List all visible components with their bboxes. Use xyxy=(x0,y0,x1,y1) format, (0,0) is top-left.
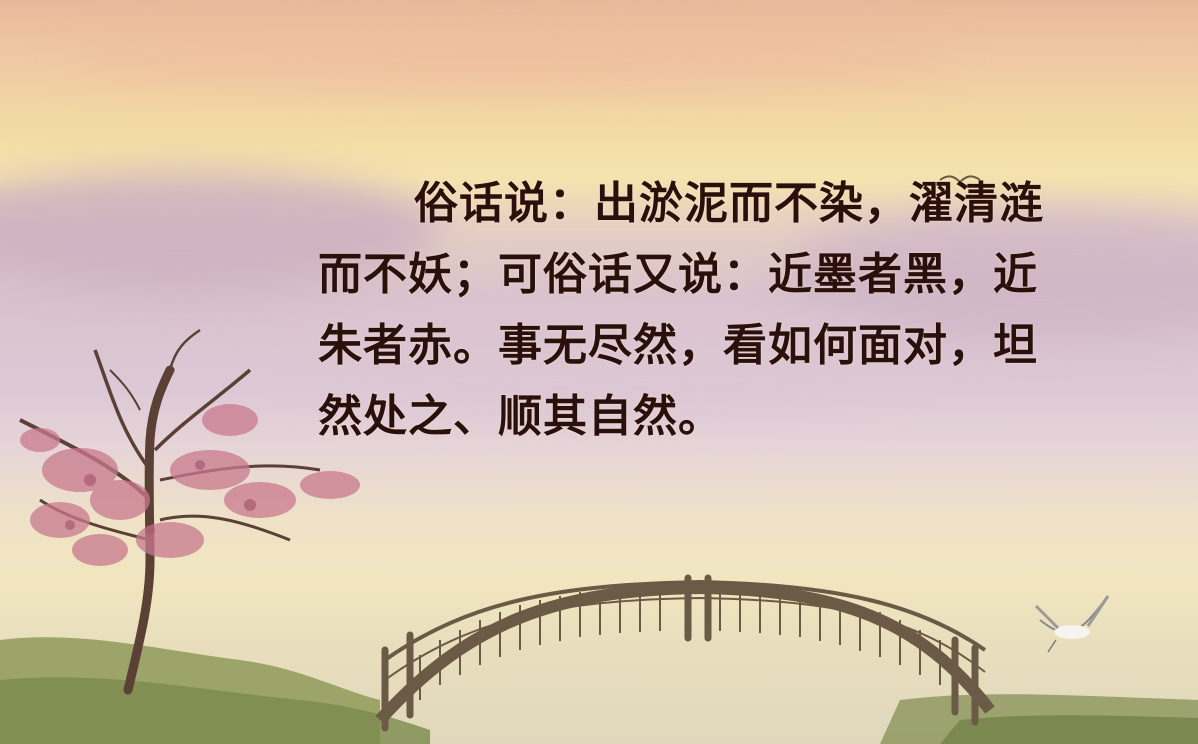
poem-text: 俗话说：出淤泥而不染，濯清涟而不妖；可俗话又说：近墨者黑，近朱者赤。事无尽然，看… xyxy=(318,178,1044,442)
grass-hills xyxy=(0,637,1198,744)
cloud-middle xyxy=(250,300,950,420)
small-bird xyxy=(939,175,981,184)
sunset-glow xyxy=(60,30,960,90)
blossom-tree xyxy=(19,328,360,695)
cloud-left xyxy=(0,170,440,290)
arched-bridge xyxy=(375,574,995,732)
bridge-balusters xyxy=(419,586,941,700)
heron xyxy=(1034,595,1110,653)
bridge-posts xyxy=(381,574,979,732)
